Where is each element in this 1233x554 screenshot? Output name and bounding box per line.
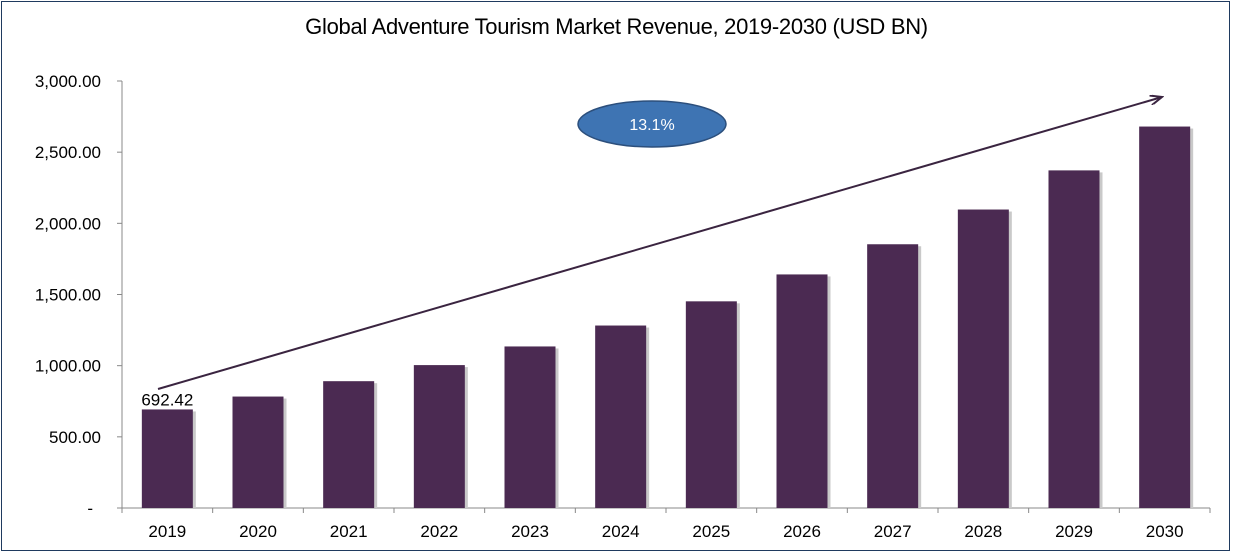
y-tick-label: 500.00 (49, 428, 101, 447)
bar-2020 (232, 396, 284, 508)
x-tick-label: 2022 (420, 522, 458, 541)
y-tick-label: 3,000.00 (35, 72, 101, 91)
bar-2022 (413, 365, 465, 508)
chart-title: Global Adventure Tourism Market Revenue,… (305, 14, 928, 39)
cagr-ellipse (577, 100, 727, 148)
bar-2026 (776, 274, 828, 508)
y-tick-label: 1,000.00 (35, 357, 101, 376)
cagr-badge: 13.1% (577, 100, 727, 148)
x-tick-label: 2027 (874, 522, 912, 541)
y-tick-label: - (87, 499, 93, 518)
y-tick-label: 2,000.00 (35, 214, 101, 233)
x-tick-label: 2020 (239, 522, 277, 541)
x-tick-label: 2025 (692, 522, 730, 541)
bars (141, 126, 1194, 509)
x-tick-label: 2019 (148, 522, 186, 541)
bar-2021 (323, 381, 375, 508)
x-tick-label: 2021 (330, 522, 368, 541)
x-axis: 2019 2020 2021 2022 2023 2024 2025 2026 2027 2028… (121, 507, 1211, 541)
x-tick-label: 2029 (1055, 522, 1093, 541)
bar-2024 (595, 325, 647, 508)
trend-arrow (157, 97, 1162, 390)
x-tick-label: 2024 (602, 522, 640, 541)
bar-2028 (957, 209, 1009, 509)
x-tick-label: 2026 (783, 522, 821, 541)
bar-2029 (1048, 170, 1100, 509)
y-tick-label: 1,500.00 (35, 286, 101, 305)
y-axis: - 500.00 1,000.00 1,500.00 2,000.00 2,500.00 3… (35, 72, 123, 518)
cagr-label: 13.1% (629, 117, 674, 134)
bar-2023 (504, 346, 556, 508)
x-tick-label: 2030 (1146, 522, 1184, 541)
bar-2030 (1139, 126, 1191, 509)
y-tick-label: 2,500.00 (35, 143, 101, 162)
x-tick-label: 2028 (964, 522, 1002, 541)
x-tick-label: 2023 (511, 522, 549, 541)
data-label: 692.42 (141, 390, 193, 409)
bar-2019 (141, 409, 193, 508)
bar-2027 (867, 244, 919, 508)
data-labels: 692.42 (141, 390, 193, 409)
bar-2025 (685, 301, 737, 508)
